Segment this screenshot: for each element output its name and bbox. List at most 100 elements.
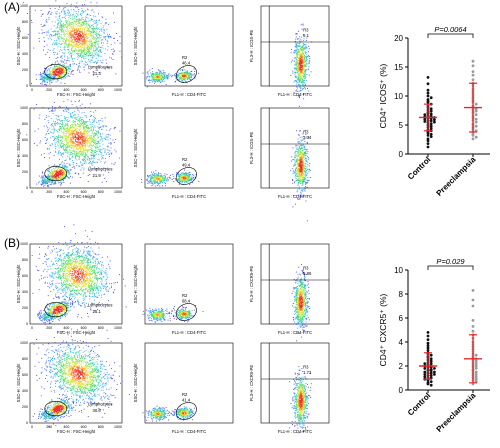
y-tick-label: 6 <box>399 314 404 323</box>
y-tick-label: 400 <box>22 389 28 393</box>
data-point <box>474 120 478 124</box>
data-point <box>471 298 475 302</box>
fsc-ssc-plot: Lymphocytes 21.3 0 200 400 600 800 1000 0 200 400 6… <box>16 0 123 97</box>
x-tick-label: 1000 <box>114 190 122 194</box>
data-point <box>429 132 433 136</box>
data-point <box>429 124 433 128</box>
data-point <box>474 359 478 363</box>
data-point <box>426 139 430 143</box>
data-point <box>474 109 478 113</box>
x-tick-label: 600 <box>81 326 87 330</box>
gate-label: R2 <box>182 392 188 397</box>
data-point <box>429 112 433 116</box>
data-point <box>474 135 478 139</box>
y-axis-label: CD4⁺ ICOS⁺ (%) <box>378 63 388 128</box>
gate-value: 6.1 <box>303 33 309 38</box>
y-tick-label: 400 <box>22 290 28 294</box>
y-axis-label: SSC-H : SSC-Height <box>133 264 138 303</box>
gate-value: 21.9 <box>93 173 102 178</box>
data-point <box>471 289 475 292</box>
data-point <box>426 344 430 347</box>
y-tick-label: 800 <box>22 357 28 361</box>
debris-cloud <box>32 408 59 427</box>
y-axis-label: SSC-H : SSC-Height <box>133 128 138 167</box>
x-tick-label: 800 <box>98 88 104 92</box>
gate-label: Lymphocytes <box>88 166 113 171</box>
data-point <box>429 353 433 357</box>
data-point <box>423 362 427 365</box>
y-tick-label: 800 <box>22 258 28 262</box>
y-tick-label: 200 <box>22 68 28 72</box>
data-point <box>474 353 478 357</box>
data-point <box>474 367 478 370</box>
y-axis-label: SSC-H : SSC-Height <box>16 26 21 65</box>
data-point <box>426 331 430 334</box>
data-point <box>474 113 478 116</box>
gate-value: 5.86 <box>303 271 312 276</box>
gate-label: Lymphocytes <box>88 401 113 406</box>
x-tick-label: 800 <box>98 326 104 330</box>
data-point <box>433 118 436 122</box>
dot-plot-1: 0 5 10 15 20 CD4⁺ ICOS⁺ (%) Control Preeclampsi… <box>378 25 490 198</box>
x-tick-label: 800 <box>98 190 104 194</box>
x-tick-label: Control <box>406 155 432 181</box>
data-point <box>429 122 433 126</box>
x-axis-label: FL1-H : CD4-FITC <box>172 429 206 434</box>
lymphocyte-gate <box>44 64 68 80</box>
x-axis-label: FL1-H : CD4-FITC <box>172 92 206 97</box>
significance-bracket <box>427 33 474 38</box>
y-tick-label: 20 <box>394 34 403 43</box>
data-point <box>471 325 475 328</box>
x-tick-label: 400 <box>63 326 69 330</box>
data-point <box>429 107 433 111</box>
y-tick-label: 0 <box>26 84 28 88</box>
gate-label: R3 <box>303 28 309 33</box>
data-point <box>426 76 430 79</box>
data-point <box>471 319 475 322</box>
data-point <box>426 382 430 386</box>
y-tick-label: 200 <box>22 306 28 310</box>
x-tick-label: Preeclampsia <box>435 391 478 434</box>
lymphocyte-cloud <box>41 394 80 428</box>
x-tick-label: 1000 <box>114 326 122 330</box>
x-axis-label: FL1-H : CD4-FITC <box>278 330 312 335</box>
r2-gate <box>175 402 197 420</box>
series-preeclampsia <box>464 59 482 141</box>
gate-label: R3 <box>303 266 309 271</box>
x-tick-label: Preeclampsia <box>435 155 478 198</box>
data-point <box>471 73 475 77</box>
x-axis-label: FL1-H : CD4-FITC <box>172 330 206 335</box>
data-point <box>474 362 478 365</box>
x-tick-label: 200 <box>46 88 52 92</box>
y-axis-label: SSC-H : SSC-Height <box>16 363 21 402</box>
data-point <box>426 91 430 95</box>
lymphocyte-cloud <box>41 160 81 186</box>
data-point <box>426 131 430 135</box>
gate-label: R3 <box>303 365 309 370</box>
r2-gate <box>175 167 197 185</box>
marker-quadrant-plot: R32.34 FL1-H : CD4-FITC FL3-H : ICOS-PE <box>249 107 330 222</box>
data-point <box>426 142 430 146</box>
marker-quadrant-plot: R36.1 FL1-H : CD4-FITC FL3-H : ICOS-PE <box>249 5 330 107</box>
y-axis-label: FL3-H : ICOS-PE <box>249 132 254 165</box>
lymphocyte-gate <box>44 166 68 182</box>
data-point <box>471 78 475 82</box>
data-point <box>429 362 433 365</box>
x-axis-label: FL1-H : CD4-FITC <box>278 92 312 97</box>
data-point <box>429 135 433 139</box>
gate-value: 1.72 <box>303 370 312 375</box>
plot-frame <box>29 107 123 189</box>
x-tick-label: 600 <box>81 88 87 92</box>
data-point <box>429 383 433 387</box>
y-tick-label: 10 <box>394 266 403 275</box>
data-point <box>429 357 433 361</box>
data-point <box>426 134 430 137</box>
main-cloud <box>26 82 121 183</box>
data-point <box>426 82 430 86</box>
gate-value: 46.4 <box>182 60 191 65</box>
x-tick-label: 1000 <box>114 425 122 429</box>
y-tick-label: 0 <box>399 386 404 395</box>
cd4-mid-cloud <box>170 169 200 186</box>
data-point <box>423 117 427 121</box>
